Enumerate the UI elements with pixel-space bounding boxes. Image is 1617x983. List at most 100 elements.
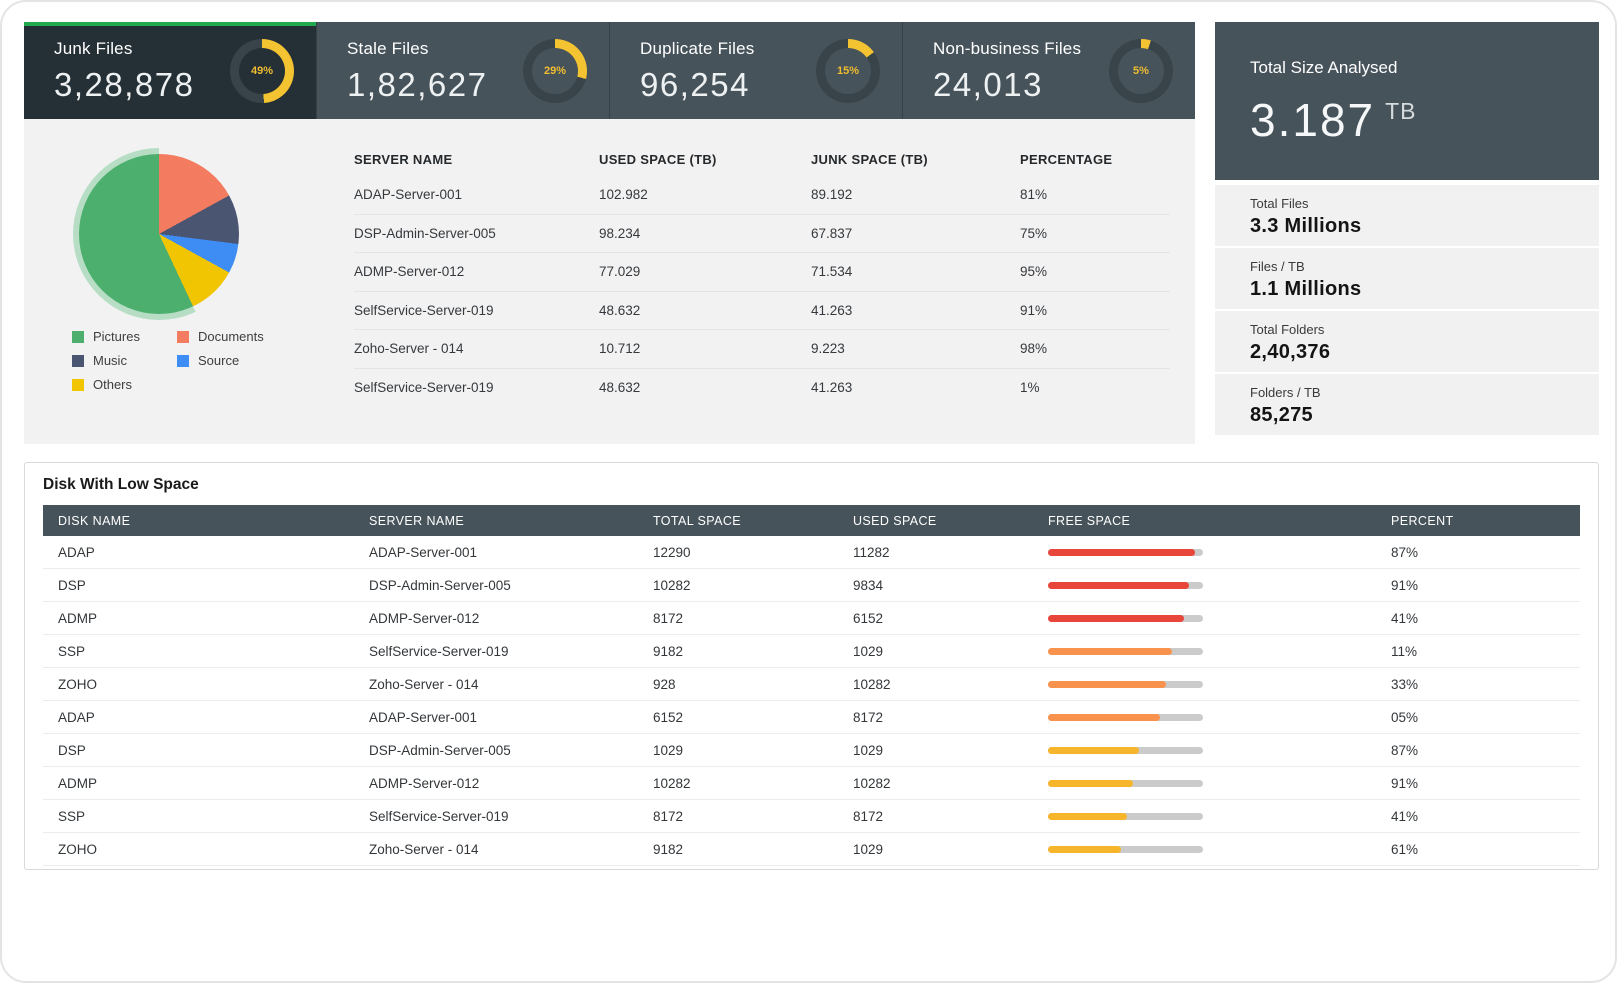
cell-disk-name: SSP	[58, 808, 86, 824]
cell-percentage: 75%	[1020, 225, 1048, 241]
cell-total-space: 1029	[653, 742, 684, 758]
stat-card-label: Stale Files	[347, 39, 429, 58]
summary-stat-total-folders: Total Folders 2,40,376	[1215, 311, 1599, 372]
cell-server-name: Zoho-Server - 014	[369, 841, 479, 857]
free-space-bar-fill	[1048, 812, 1128, 820]
free-space-bar	[1048, 614, 1203, 622]
total-size-title: Total Size Analysed	[1250, 58, 1398, 77]
column-header-server-name: SERVER NAME	[354, 151, 453, 167]
column-header-disk-name: DISK NAME	[58, 513, 131, 528]
cell-free-space	[1048, 581, 1391, 589]
cell-used-space: 48.632	[599, 379, 641, 395]
cell-percentage: 1%	[1020, 379, 1040, 395]
disk-table-title: Disk With Low Space	[43, 476, 199, 493]
cell-junk-space: 9.223	[811, 341, 845, 357]
stat-card-junk-files[interactable]: Junk Files 3,28,878 49%	[24, 22, 316, 119]
table-row: ADMP ADMP-Server-012 10282 10282 91%	[43, 767, 1580, 800]
cell-server-name: ADMP-Server-012	[369, 775, 480, 791]
column-header-free-space: FREE SPACE	[1048, 513, 1131, 528]
cell-server-name: ADMP-Server-012	[369, 610, 480, 626]
column-header-used-space: USED SPACE (TB)	[599, 151, 717, 167]
cell-total-space: 928	[653, 676, 676, 692]
cell-server-name: DSP-Admin-Server-005	[369, 742, 511, 758]
cell-disk-name: SSP	[58, 643, 86, 659]
cell-used-space: 1029	[853, 841, 884, 857]
free-space-bar	[1048, 845, 1203, 853]
table-row: ADAP ADAP-Server-001 12290 11282 87%	[43, 536, 1580, 569]
table-row: DSP DSP-Admin-Server-005 1029 1029 87%	[43, 734, 1580, 767]
disk-table-header: DISK NAME SERVER NAME TOTAL SPACE USED S…	[43, 505, 1580, 536]
cell-junk-space: 67.837	[811, 225, 853, 241]
cell-percentage: 98%	[1020, 341, 1048, 357]
stat-card-value: 96,254	[640, 66, 750, 103]
free-space-bar-fill	[1048, 680, 1166, 688]
cell-server-name: ADMP-Server-012	[354, 264, 465, 280]
cell-total-space: 8172	[653, 808, 684, 824]
summary-stats: Total Files 3.3 Millions Files / TB 1.1 …	[1215, 185, 1599, 435]
legend-item-others[interactable]: Others	[72, 377, 177, 392]
cell-free-space	[1048, 779, 1391, 787]
cell-percent: 11%	[1391, 643, 1418, 659]
cell-free-space	[1048, 680, 1391, 688]
legend-swatch	[72, 378, 84, 391]
free-space-bar-fill	[1048, 779, 1134, 787]
table-row: SSP SelfService-Server-019 8172 8172 41%	[43, 800, 1580, 833]
cell-percent: 33%	[1391, 676, 1419, 692]
column-header-total-space: TOTAL SPACE	[653, 513, 741, 528]
stat-card-stale-files[interactable]: Stale Files 1,82,627 29%	[316, 22, 609, 119]
legend-item-source[interactable]: Source	[177, 353, 264, 368]
donut-gauge: 15%	[816, 38, 880, 103]
stat-card-non-business-files[interactable]: Non-business Files 24,013 5%	[902, 22, 1195, 119]
cell-free-space	[1048, 746, 1391, 754]
cell-server-name: SelfService-Server-019	[354, 302, 494, 318]
summary-stat-folders-tb: Folders / TB 85,275	[1215, 374, 1599, 435]
cell-percent: 87%	[1391, 544, 1419, 560]
legend-item-pictures[interactable]: Pictures	[72, 329, 177, 344]
file-type-pie-chart[interactable]	[79, 154, 239, 314]
summary-stat-total-files: Total Files 3.3 Millions	[1215, 185, 1599, 246]
cell-server-name: SelfService-Server-019	[369, 808, 509, 824]
cell-disk-name: DSP	[58, 742, 86, 758]
donut-percent-label: 5%	[1133, 64, 1149, 77]
summary-stat-label: Folders / TB	[1250, 385, 1321, 400]
total-size-value-row: 3.187 TB	[1250, 93, 1599, 147]
stat-card-duplicate-files[interactable]: Duplicate Files 96,254 15%	[609, 22, 902, 119]
cell-used-space: 9834	[853, 577, 884, 593]
cell-percent: 05%	[1391, 709, 1419, 725]
free-space-bar	[1048, 713, 1203, 721]
server-table-header: SERVER NAME USED SPACE (TB) JUNK SPACE (…	[354, 143, 1170, 175]
cell-junk-space: 41.263	[811, 379, 853, 395]
table-row: ADAP-Server-001 102.982 89.192 81%	[354, 175, 1170, 214]
free-space-bar	[1048, 812, 1203, 820]
legend-item-music[interactable]: Music	[72, 353, 177, 368]
cell-free-space	[1048, 647, 1391, 655]
free-space-bar-fill	[1048, 647, 1172, 655]
legend-item-documents[interactable]: Documents	[177, 329, 264, 344]
table-row: ADMP ADMP-Server-012 8172 6152 41%	[43, 602, 1580, 635]
cell-used-space: 6152	[853, 610, 884, 626]
legend-swatch	[177, 354, 189, 367]
cell-percentage: 81%	[1020, 186, 1048, 202]
free-space-bar	[1048, 680, 1203, 688]
disk-table-body: ADAP ADAP-Server-001 12290 11282 87% DSP…	[25, 536, 1598, 866]
table-row: ZOHO Zoho-Server - 014 928 10282 33%	[43, 668, 1580, 701]
donut-hole: 49%	[239, 47, 285, 94]
table-row: SSP SelfService-Server-019 9182 1029 11%	[43, 635, 1580, 668]
cell-total-space: 6152	[653, 709, 684, 725]
legend-label: Source	[198, 353, 240, 368]
free-space-bar-fill	[1048, 845, 1121, 853]
cell-disk-name: ZOHO	[58, 841, 97, 857]
free-space-bar-fill	[1048, 548, 1196, 556]
cell-used-space: 8172	[853, 709, 884, 725]
cell-server-name: SelfService-Server-019	[354, 379, 494, 395]
cell-junk-space: 71.534	[811, 264, 853, 280]
summary-stat-value: 85,275	[1250, 404, 1313, 426]
table-row: SelfService-Server-019 48.632 41.263 1%	[354, 367, 1170, 407]
total-size-unit: TB	[1385, 98, 1417, 124]
free-space-bar	[1048, 746, 1203, 754]
legend-label: Music	[93, 353, 127, 368]
cell-total-space: 9182	[653, 643, 684, 659]
stat-card-value: 3,28,878	[54, 66, 195, 103]
donut-hole: 29%	[532, 47, 578, 94]
